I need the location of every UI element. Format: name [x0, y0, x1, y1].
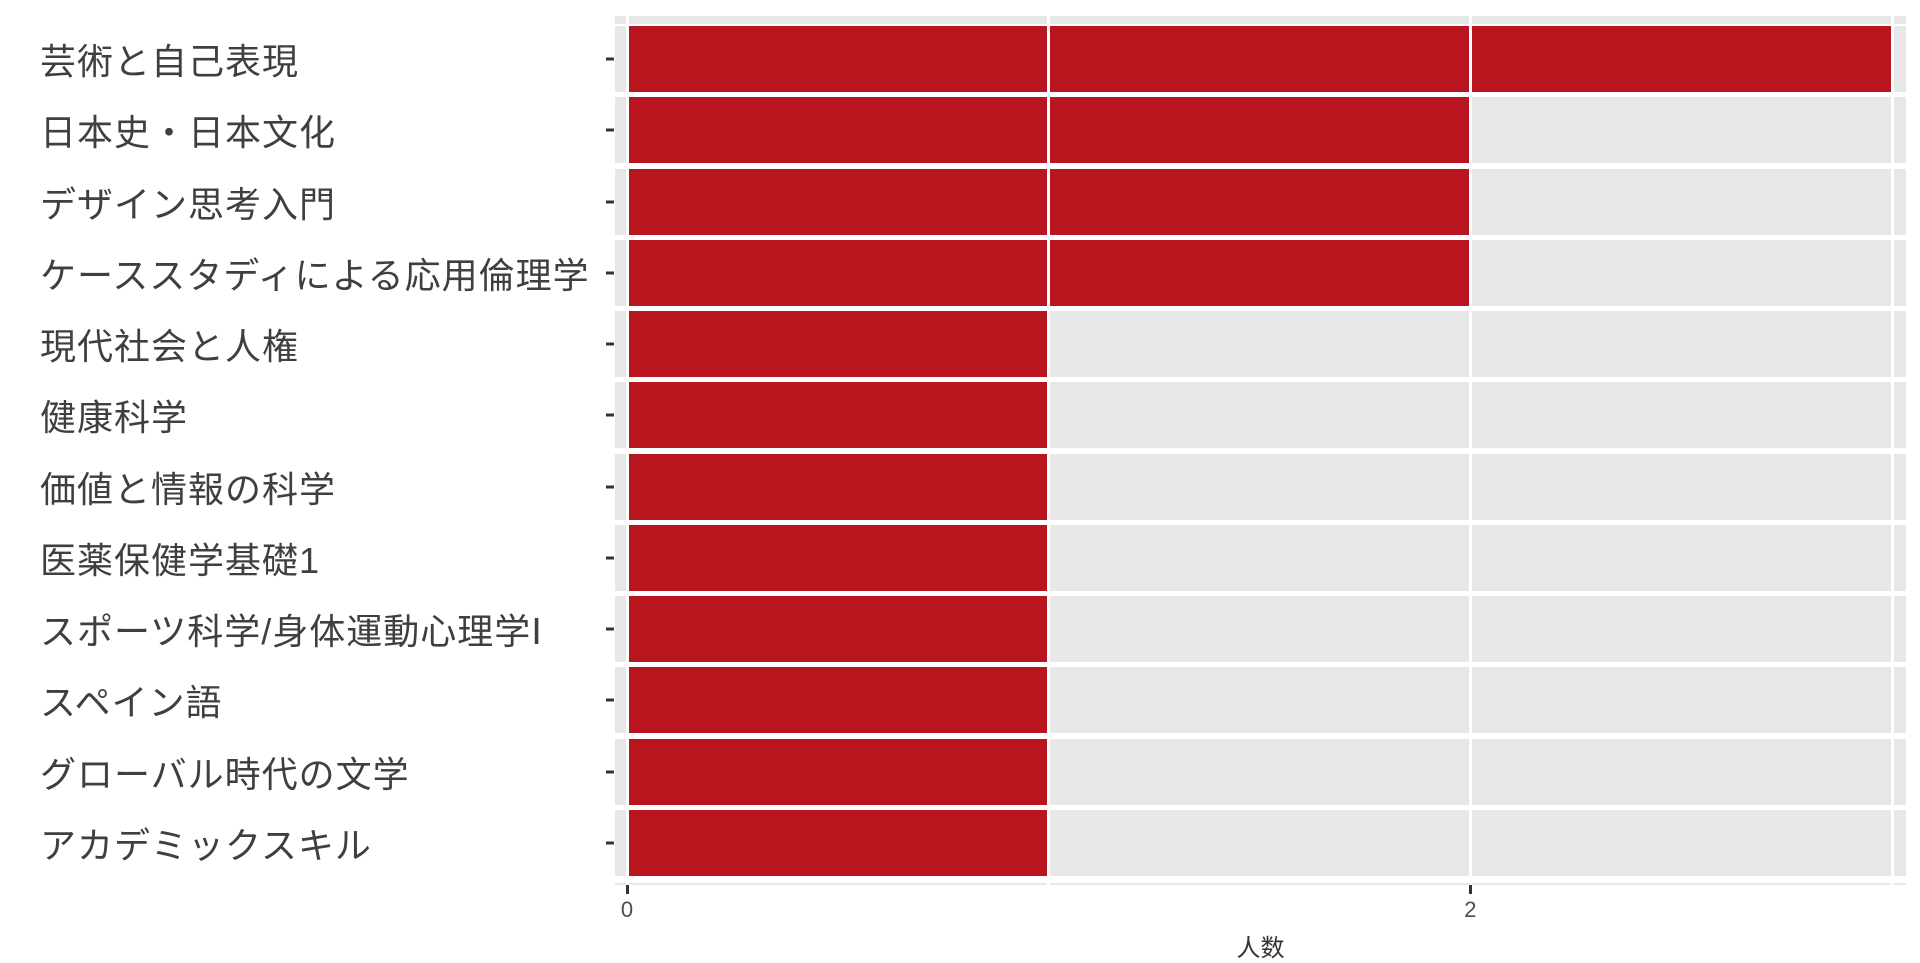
gridline: [1047, 16, 1051, 885]
gridline: [625, 16, 629, 885]
x-axis-title: 人数: [1236, 935, 1285, 962]
y-axis-tick: [606, 627, 614, 631]
y-axis-tick: [606, 770, 614, 774]
x-tick-label: 0: [620, 897, 634, 922]
y-axis-tick: [606, 485, 614, 489]
category-label: 現代社会と人権: [40, 326, 300, 368]
bar: [627, 738, 1049, 805]
category-label: スポーツ科学/身体運動心理学Ⅰ: [40, 611, 543, 653]
x-axis-tick: [625, 885, 629, 894]
bar: [627, 809, 1049, 876]
bar: [627, 667, 1049, 734]
category-label: 日本史・日本文化: [40, 112, 337, 154]
y-axis-tick: [606, 200, 614, 204]
y-axis-tick: [606, 57, 614, 61]
gridline: [1468, 16, 1472, 885]
y-axis-tick: [606, 342, 614, 346]
bar: [627, 596, 1049, 663]
bar: [627, 311, 1049, 378]
bar: [627, 453, 1049, 520]
y-axis-tick: [606, 698, 614, 702]
gridline: [1890, 16, 1894, 885]
category-label: スペイン語: [40, 682, 223, 724]
category-label: 価値と情報の科学: [40, 468, 337, 510]
category-label: 芸術と自己表現: [40, 41, 300, 82]
x-axis-tick: [1468, 885, 1472, 894]
category-label: アカデミックスキル: [40, 824, 372, 866]
y-axis-tick: [606, 841, 614, 845]
category-label: ケーススタディによる応用倫理学: [40, 254, 590, 296]
bar: [627, 26, 1893, 92]
y-axis-tick: [606, 128, 614, 132]
category-label: デザイン思考入門: [40, 183, 337, 225]
category-label: 健康科学: [40, 397, 189, 439]
y-axis-tick: [606, 556, 614, 560]
panel-padding-strip: [615, 16, 1906, 24]
category-label: グローバル時代の文学: [40, 753, 410, 795]
y-axis-tick: [606, 271, 614, 275]
bar: [627, 382, 1049, 449]
category-label: 医薬保健学基礎1: [40, 539, 321, 581]
panel-padding-strip: [615, 883, 1906, 885]
plot-panel: [615, 16, 1906, 885]
x-tick-label: 2: [1464, 897, 1477, 922]
bar: [627, 524, 1049, 591]
y-axis-tick: [606, 413, 614, 417]
